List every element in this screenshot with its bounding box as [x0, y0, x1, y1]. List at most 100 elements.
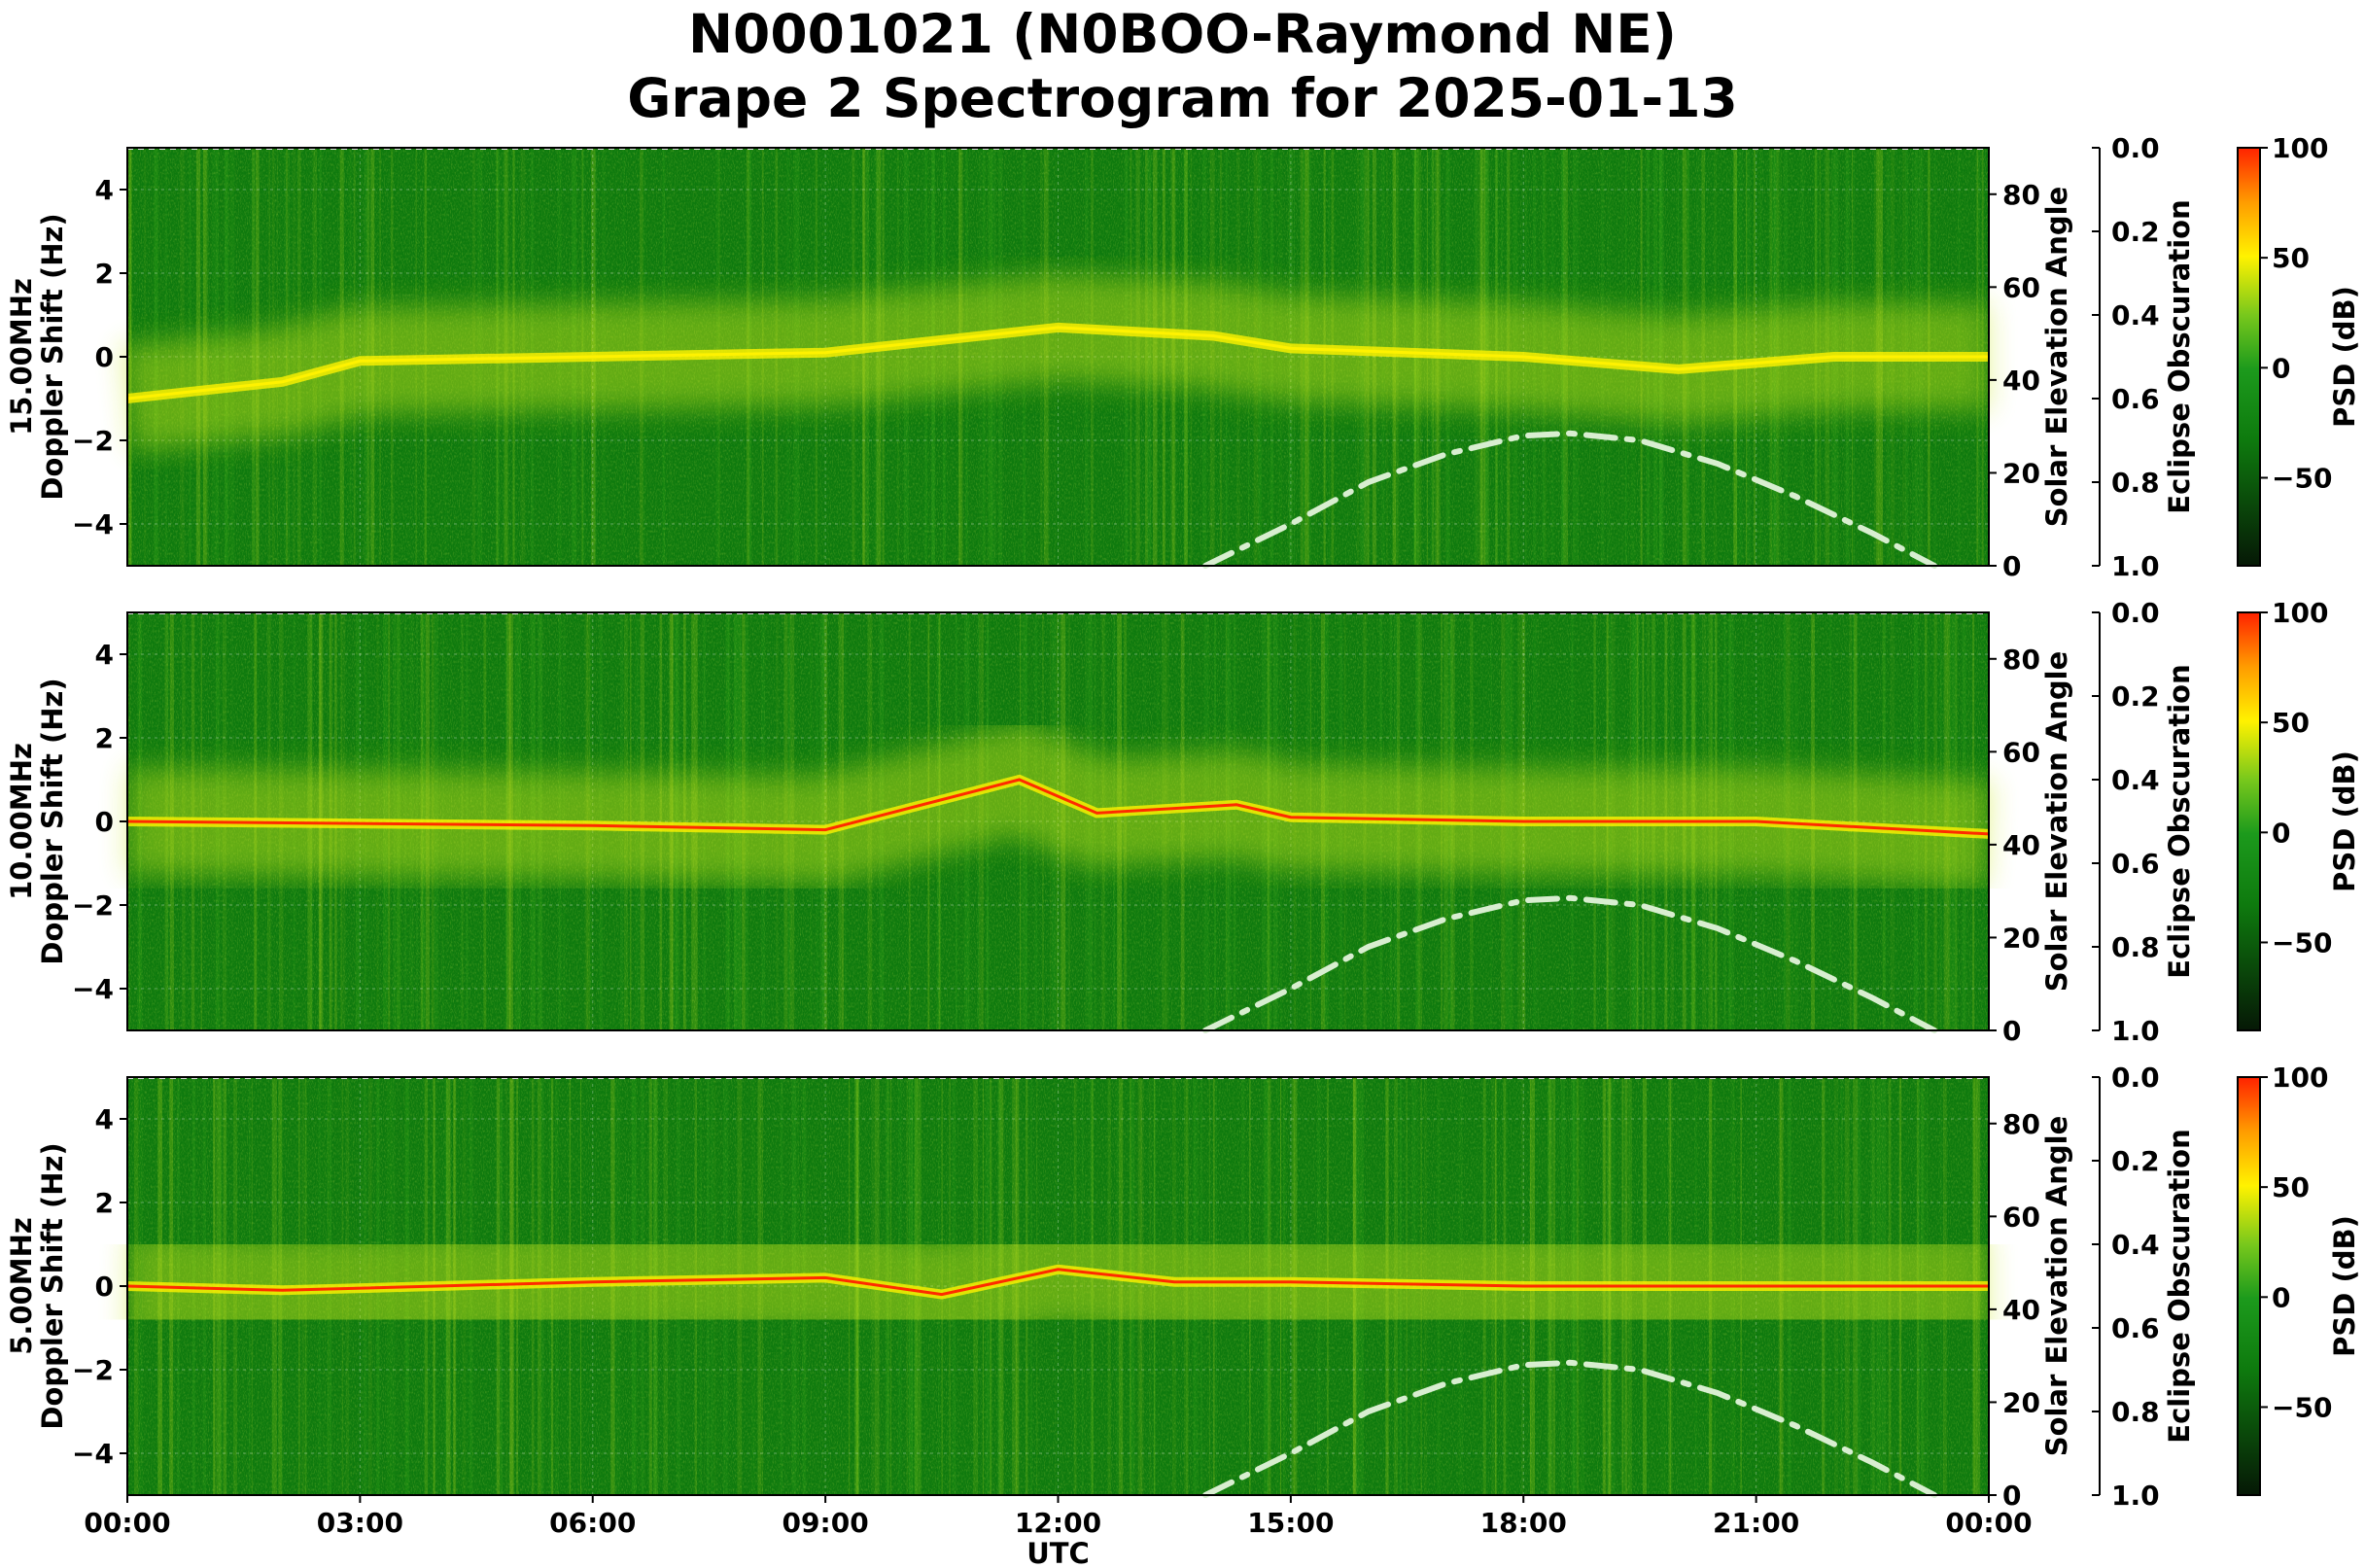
- y-axis-label: Doppler Shift (Hz): [36, 1142, 69, 1429]
- y-tick-label: 2: [95, 1187, 114, 1219]
- colorbar-tick-label: −50: [2272, 926, 2332, 958]
- colorbar-tick-label: 100: [2272, 132, 2328, 164]
- x-tick-label: 00:00: [1945, 1507, 2032, 1539]
- y-tick-label: 4: [95, 174, 114, 206]
- y-tick-label: 0: [95, 341, 114, 373]
- y2-tick-label: 40: [2002, 365, 2040, 397]
- y-tick-label: −4: [72, 1438, 114, 1470]
- y3-axis-label: Eclipse Obscuration: [2163, 664, 2196, 978]
- colorbar-tick-label: −50: [2272, 462, 2332, 494]
- colorbar: [2237, 147, 2261, 567]
- x-tick-label: 15:00: [1247, 1507, 1334, 1539]
- y3-tick-label: 0.8: [2111, 467, 2160, 499]
- y-tick-label: −2: [72, 889, 114, 922]
- y3-tick-label: 0.0: [2111, 132, 2160, 164]
- solar-elevation-curve: [1202, 1359, 1938, 1498]
- x-tick-label: 18:00: [1480, 1507, 1567, 1539]
- x-tick-label: 00:00: [84, 1507, 170, 1539]
- colorbar-tick-label: 100: [2272, 597, 2328, 629]
- y3-tick-label: 0.4: [2111, 764, 2160, 796]
- y-axis-label: Doppler Shift (Hz): [36, 213, 69, 500]
- carrier-trace: [126, 778, 1990, 836]
- band-label: 10.00MHz: [5, 743, 38, 900]
- y2-tick-label: 80: [2002, 644, 2040, 676]
- y2-tick-label: 20: [2002, 922, 2040, 954]
- carrier-trace: [126, 1268, 1989, 1297]
- colorbar-label: PSD (dB): [2328, 286, 2361, 428]
- y3-tick-label: 0.2: [2111, 1145, 2160, 1177]
- x-tick-label: 06:00: [549, 1507, 636, 1539]
- colorbar-tick-label: −50: [2272, 1391, 2332, 1423]
- y3-tick-label: 0.8: [2111, 1396, 2160, 1428]
- y3-tick-label: 0.6: [2111, 1312, 2160, 1344]
- x-tick-label: 21:00: [1713, 1507, 1799, 1539]
- y-tick-label: −2: [72, 1354, 114, 1386]
- colorbar-label: PSD (dB): [2328, 1215, 2361, 1357]
- colorbar: [2237, 1076, 2261, 1496]
- y3-tick-label: 1.0: [2111, 1015, 2160, 1047]
- y2-tick-label: 0: [2002, 1480, 2021, 1512]
- y3-tick-label: 0.0: [2111, 1062, 2160, 1094]
- band-label: 15.00MHz: [5, 278, 38, 436]
- y3-tick-label: 1.0: [2111, 1480, 2160, 1512]
- colorbar-label: PSD (dB): [2328, 750, 2361, 892]
- y3-tick-label: 0.2: [2111, 680, 2160, 713]
- x-tick-label: 09:00: [783, 1507, 869, 1539]
- y2-tick-label: 0: [2002, 1015, 2021, 1047]
- x-axis-label: UTC: [1026, 1537, 1090, 1568]
- solar-elevation-curve: [1202, 430, 1938, 569]
- y-axis-label: Doppler Shift (Hz): [36, 678, 69, 964]
- y3-tick-label: 0.4: [2111, 1229, 2160, 1261]
- y3-tick-label: 0.0: [2111, 597, 2160, 629]
- chart-title-line2: Grape 2 Spectrogram for 2025-01-13: [627, 67, 1738, 129]
- chart-title: N0001021 (N0BOO-Raymond NE) Grape 2 Spec…: [0, 2, 2365, 130]
- y2-tick-label: 60: [2002, 271, 2040, 303]
- y3-tick-label: 1.0: [2111, 550, 2160, 582]
- colorbar-tick-label: 0: [2272, 1281, 2290, 1313]
- colorbar-tick-label: 0: [2272, 817, 2290, 849]
- colorbar-tick-label: 100: [2272, 1062, 2328, 1094]
- colorbar-tick-label: 50: [2272, 242, 2310, 274]
- y-tick-label: 0: [95, 806, 114, 838]
- y2-tick-label: 80: [2002, 179, 2040, 211]
- y-tick-label: 4: [95, 1103, 114, 1135]
- y2-tick-label: 20: [2002, 1386, 2040, 1418]
- y-tick-label: 4: [95, 639, 114, 671]
- x-tick-label: 03:00: [317, 1507, 403, 1539]
- y-tick-label: 0: [95, 1271, 114, 1303]
- colorbar-tick-label: 50: [2272, 1171, 2310, 1203]
- y2-tick-label: 80: [2002, 1108, 2040, 1140]
- chart-title-line1: N0001021 (N0BOO-Raymond NE): [688, 3, 1677, 65]
- y-tick-label: −2: [72, 425, 114, 457]
- y-tick-label: −4: [72, 973, 114, 1005]
- y2-tick-label: 60: [2002, 1201, 2040, 1233]
- y3-tick-label: 0.8: [2111, 931, 2160, 963]
- y2-tick-label: 60: [2002, 736, 2040, 768]
- y3-tick-label: 0.6: [2111, 383, 2160, 415]
- y2-tick-label: 40: [2002, 829, 2040, 861]
- y2-axis-label: Solar Elevation Angle: [2040, 651, 2073, 993]
- y2-axis-label: Solar Elevation Angle: [2040, 1116, 2073, 1457]
- y-tick-label: 2: [95, 722, 114, 754]
- y-tick-label: −4: [72, 508, 114, 540]
- y2-tick-label: 40: [2002, 1294, 2040, 1326]
- y2-tick-label: 20: [2002, 457, 2040, 489]
- y2-tick-label: 0: [2002, 550, 2021, 582]
- y3-tick-label: 0.2: [2111, 216, 2160, 248]
- carrier-trace: [126, 326, 1989, 401]
- y2-axis-label: Solar Elevation Angle: [2040, 187, 2073, 528]
- y3-axis-label: Eclipse Obscuration: [2163, 199, 2196, 513]
- y3-tick-label: 0.6: [2111, 848, 2160, 880]
- band-label: 5.00MHz: [5, 1217, 38, 1355]
- y-tick-label: 2: [95, 258, 114, 290]
- x-tick-label: 12:00: [1015, 1507, 1101, 1539]
- y3-axis-label: Eclipse Obscuration: [2163, 1129, 2196, 1443]
- colorbar-tick-label: 0: [2272, 352, 2290, 384]
- solar-elevation-curve: [1202, 894, 1938, 1033]
- y3-tick-label: 0.4: [2111, 299, 2160, 331]
- colorbar-tick-label: 50: [2272, 707, 2310, 739]
